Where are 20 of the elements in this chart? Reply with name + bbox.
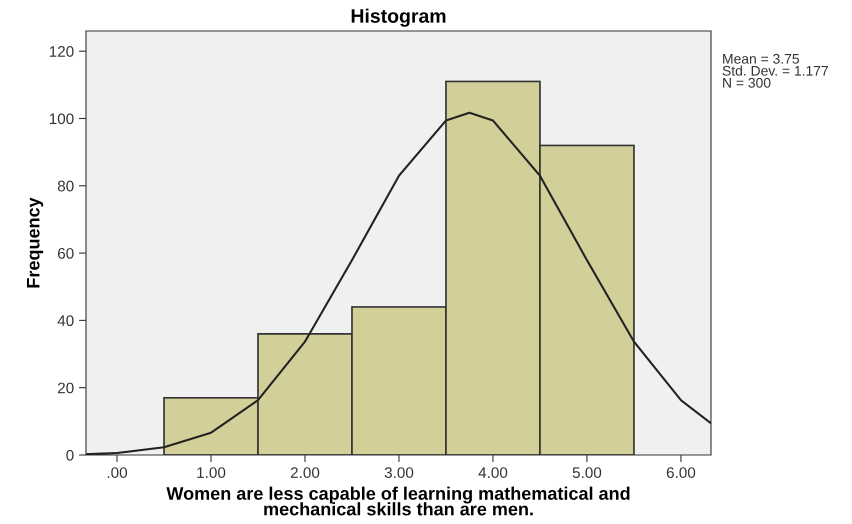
x-tick-label: 6.00	[666, 467, 696, 478]
x-tick-label: .00	[108, 467, 128, 478]
y-tick-label: 20	[58, 382, 74, 394]
y-tick-label: 60	[58, 248, 74, 259]
x-axis-title: Women are less capable of learning mathematical and mechanical skills than are men.	[166, 486, 630, 516]
chart-title: Histogram	[352, 8, 446, 27]
y-tick-label: 40	[58, 315, 74, 326]
y-tick-label: 80	[58, 180, 74, 192]
y-tick-label: 0	[66, 450, 74, 461]
text: Mean = 3.75	[723, 54, 800, 64]
text: N = 300	[723, 78, 770, 88]
y-axis-title: Frequency	[26, 197, 44, 288]
y-tick-label: 120	[50, 46, 74, 57]
x-tick-label: 3.00	[384, 467, 414, 478]
x-tick-label: 1.00	[197, 467, 226, 478]
text: Std. Dev. = 1.177	[722, 66, 828, 76]
y-tick-label: 100	[50, 113, 74, 124]
x-tick-label: 5.00	[572, 467, 602, 478]
x-tick-label: 4.00	[478, 467, 508, 478]
x-tick-label: 2.00	[290, 467, 320, 478]
